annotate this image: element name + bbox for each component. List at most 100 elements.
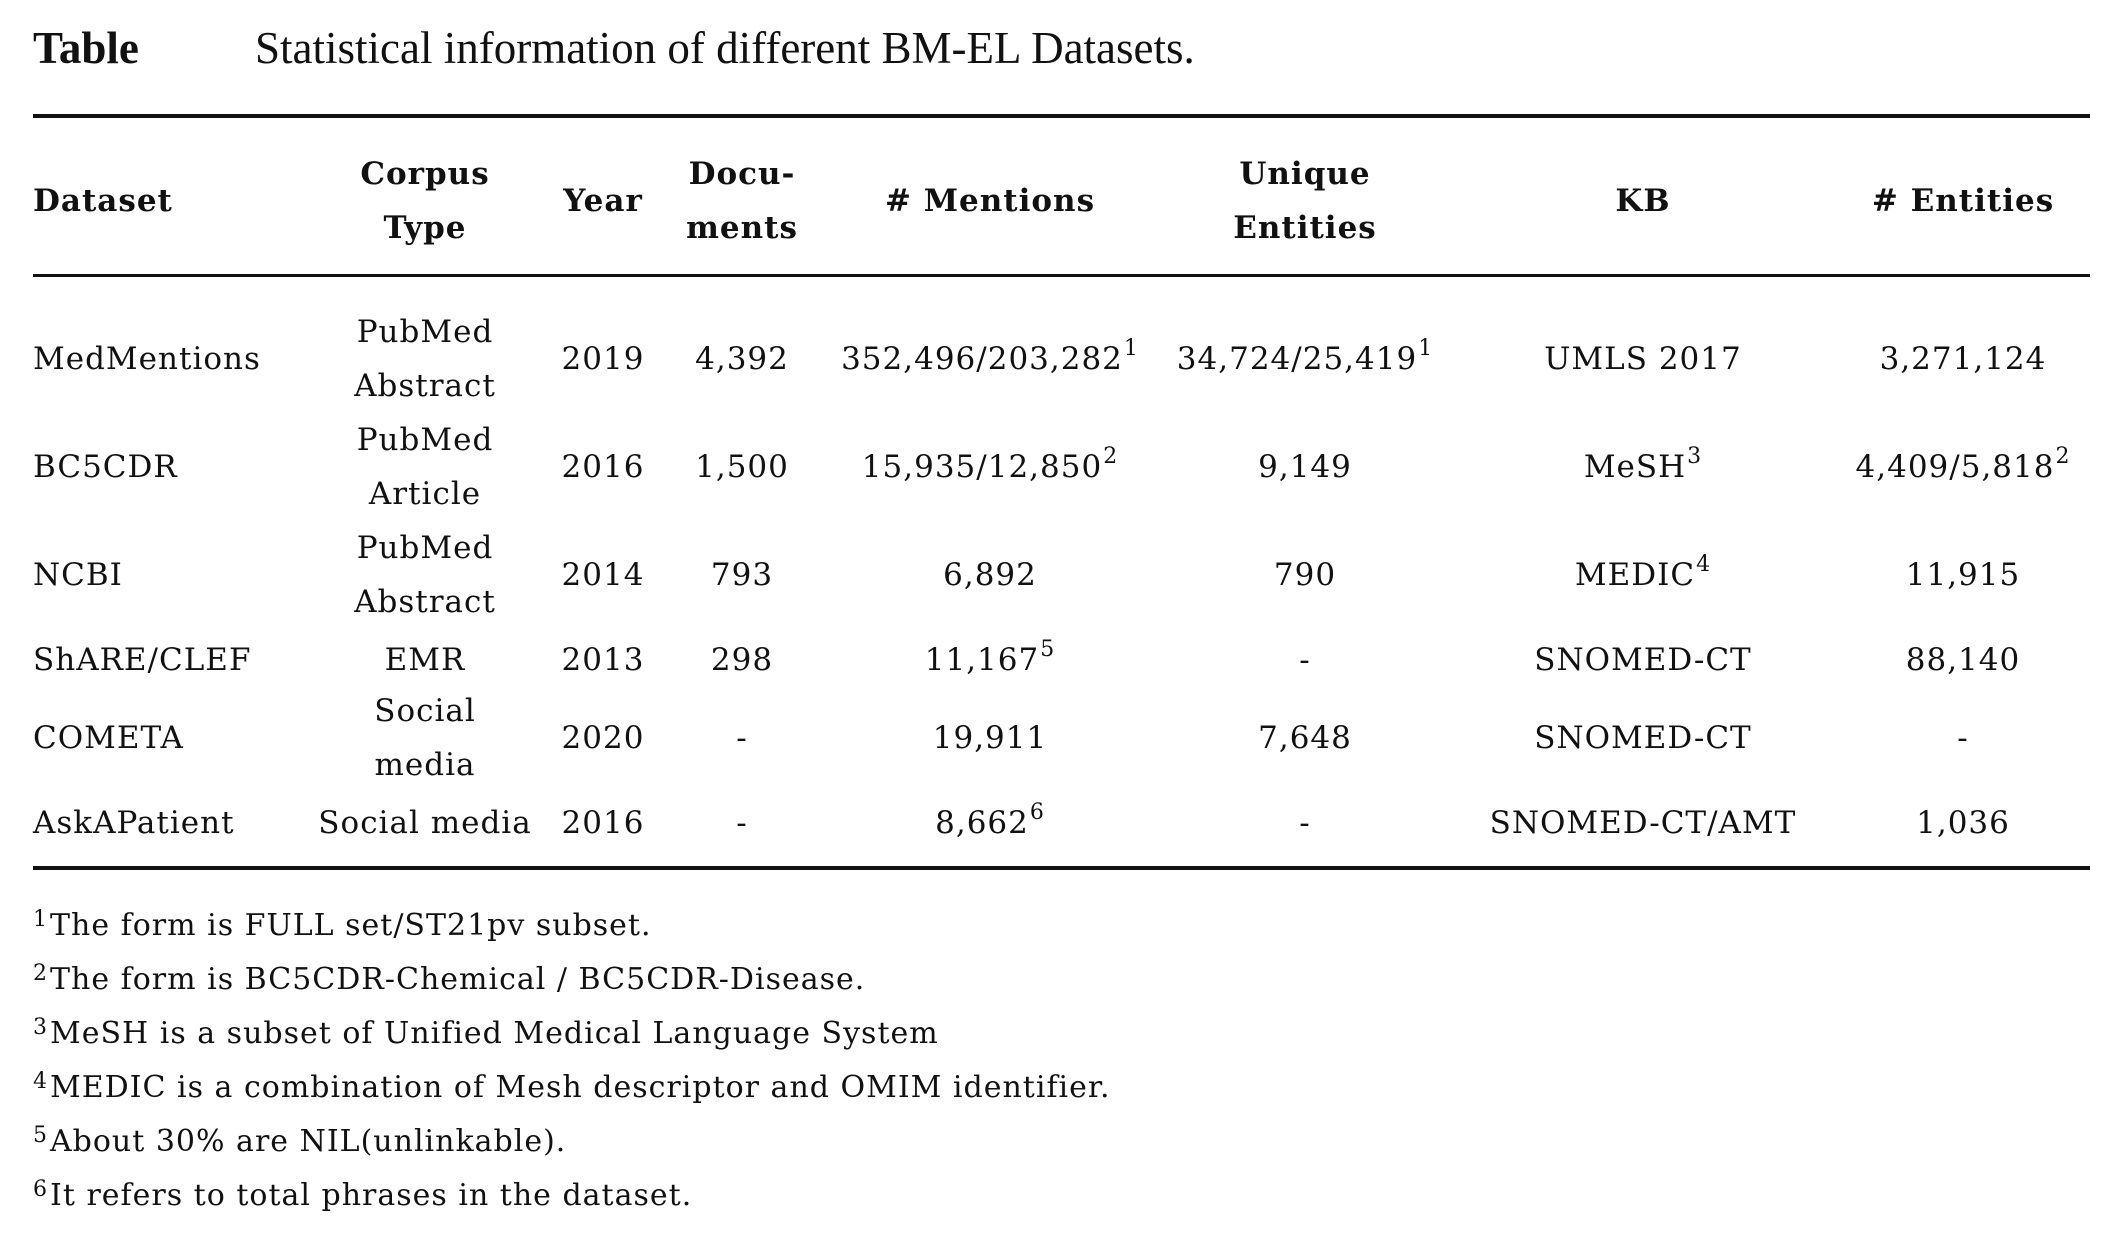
cell-entities: 11,915 [1906, 548, 2020, 602]
footnote-text: About 30% are NIL(unlinkable). [50, 1124, 567, 1159]
footnote-text: The form is BC5CDR-Chemical / BC5CDR-Dis… [50, 962, 866, 997]
cell-documents: - [736, 711, 747, 765]
cell-unique-entities-text: 790 [1273, 557, 1337, 593]
cell-dataset-text: ShARE/CLEF [33, 642, 252, 678]
header-corpus-type-text: Corpus [360, 156, 490, 192]
cell-kb: SNOMED-CT/AMT [1490, 796, 1797, 850]
header-documents: Docu-ments [686, 147, 798, 255]
cell-kb-text: SNOMED-CT [1534, 720, 1752, 756]
cell-dataset: NCBI [33, 548, 123, 602]
header-entities-text: # Entities [1871, 183, 2055, 219]
cell-unique-entities-text: 9,149 [1258, 449, 1352, 485]
cell-dataset: COMETA [33, 711, 184, 765]
cell-year-text: 2016 [561, 449, 645, 485]
cell-entities-text: 88,140 [1905, 642, 2021, 678]
cell-mentions: 352,496/203,2821 [841, 332, 1139, 386]
cell-kb: SNOMED-CT [1534, 711, 1751, 765]
cell-unique-entities: 7,648 [1258, 711, 1352, 765]
cell-mentions-text: 6,892 [943, 557, 1037, 593]
footnote-text: It refers to total phrases in the datase… [50, 1178, 693, 1213]
cell-year-text: 2020 [561, 720, 645, 756]
cell-year-text: 2013 [561, 642, 645, 678]
cell-entities: 1,036 [1916, 796, 2010, 850]
header-dataset-text: Dataset [33, 183, 173, 219]
cell-entities: 88,140 [1906, 633, 2020, 687]
cell-kb: SNOMED-CT [1534, 633, 1751, 687]
cell-mentions: 6,892 [943, 548, 1037, 602]
cell-kb: MEDIC4 [1575, 548, 1711, 602]
cell-year: 2014 [562, 548, 645, 602]
cell-unique-entities: - [1299, 633, 1310, 687]
cell-entities-text: 3,271,124 [1879, 341, 2047, 377]
cell-entities-text: 1,036 [1916, 805, 2010, 841]
cell-corpus-type: EMR [385, 633, 466, 687]
cell-corpus-type-text: Social [374, 693, 476, 729]
cell-corpus-type-text: PubMed [356, 530, 494, 566]
cell-entities-text: 11,915 [1905, 557, 2021, 593]
cell-kb: UMLS 2017 [1544, 332, 1741, 386]
header-year-text: Year [563, 183, 643, 219]
cell-mentions-text: 11,167 [924, 642, 1040, 678]
cell-year: 2019 [562, 332, 645, 386]
footnote: 5About 30% are NIL(unlinkable). [33, 1122, 566, 1162]
footnote-number: 6 [33, 1177, 48, 1202]
header-corpus-type: Corpus Type [360, 147, 489, 255]
footnote: 6It refers to total phrases in the datas… [33, 1176, 692, 1216]
cell-documents-text: 298 [710, 642, 774, 678]
header-year: Year [563, 174, 643, 228]
cell-mentions: 15,935/12,8502 [862, 440, 1118, 494]
cell-mentions: 11,1675 [925, 633, 1055, 687]
header-mentions-text: # Mentions [884, 183, 1096, 219]
cell-unique-entities: 9,149 [1258, 440, 1352, 494]
footnote-text: The form is FULL set/ST21pv subset. [50, 908, 652, 943]
header-dataset: Dataset [33, 174, 173, 228]
footnote-mark: 1 [1418, 336, 1434, 361]
cell-corpus-type-text: PubMed [356, 314, 494, 350]
cell-corpus-type-text: media [374, 747, 476, 783]
footnote: 1The form is FULL set/ST21pv subset. [33, 906, 652, 946]
footnote-number: 5 [33, 1123, 48, 1148]
cell-dataset: AskAPatient [33, 796, 235, 850]
footnote-mark: 6 [1029, 800, 1045, 825]
cell-mentions: 8,6626 [935, 796, 1045, 850]
cell-corpus-type-text: Abstract [354, 584, 496, 620]
cell-unique-entities: 790 [1274, 548, 1336, 602]
cell-unique-entities: - [1299, 796, 1310, 850]
header-documents-text: ments [686, 210, 798, 246]
cell-year: 2020 [562, 711, 645, 765]
cell-documents-text: 793 [710, 557, 774, 593]
header-unique-entities: Unique Entities [1233, 147, 1377, 255]
caption-text: Statistical information of different BM-… [255, 23, 1195, 73]
cell-documents-text: 4,392 [695, 341, 789, 377]
cell-corpus-type-text: Abstract [354, 368, 496, 404]
cell-mentions-text: 19,911 [932, 720, 1048, 756]
cell-mentions: 19,911 [933, 711, 1047, 765]
cell-year-text: 2014 [561, 557, 645, 593]
footnote-text: MeSH is a subset of Unified Medical Lang… [50, 1016, 939, 1051]
cell-corpus-type: PubMed Abstract [354, 305, 496, 413]
cell-dataset-text: COMETA [33, 720, 184, 756]
cell-corpus-type-text: Social media [318, 805, 532, 841]
header-corpus-type-text: Type [383, 210, 467, 246]
cell-mentions-text: 8,662 [935, 805, 1029, 841]
cell-corpus-type: PubMed Abstract [354, 521, 496, 629]
cell-kb-text: SNOMED-CT/AMT [1489, 805, 1797, 841]
cell-unique-entities-text: - [1299, 642, 1311, 678]
footnote-mark: 4 [1696, 552, 1712, 577]
footnote-mark: 3 [1687, 444, 1703, 469]
footnote: 2The form is BC5CDR-Chemical / BC5CDR-Di… [33, 960, 865, 1000]
cell-kb-text: SNOMED-CT [1534, 642, 1752, 678]
cell-mentions-text: 352,496/203,282 [841, 341, 1123, 377]
cell-corpus-type-text: Article [368, 476, 482, 512]
cell-dataset-text: NCBI [33, 557, 123, 593]
cell-unique-entities-text: 7,648 [1258, 720, 1352, 756]
footnote-text: MEDIC is a combination of Mesh descripto… [50, 1070, 1111, 1105]
cell-year: 2016 [562, 796, 645, 850]
cell-mentions-text: 15,935/12,850 [861, 449, 1103, 485]
bottom-rule [33, 866, 2090, 870]
cell-documents: 4,392 [695, 332, 789, 386]
cell-dataset-text: MedMentions [33, 341, 261, 377]
cell-entities: - [1957, 711, 1968, 765]
cell-corpus-type: Social media [318, 796, 531, 850]
cell-documents: 793 [711, 548, 773, 602]
